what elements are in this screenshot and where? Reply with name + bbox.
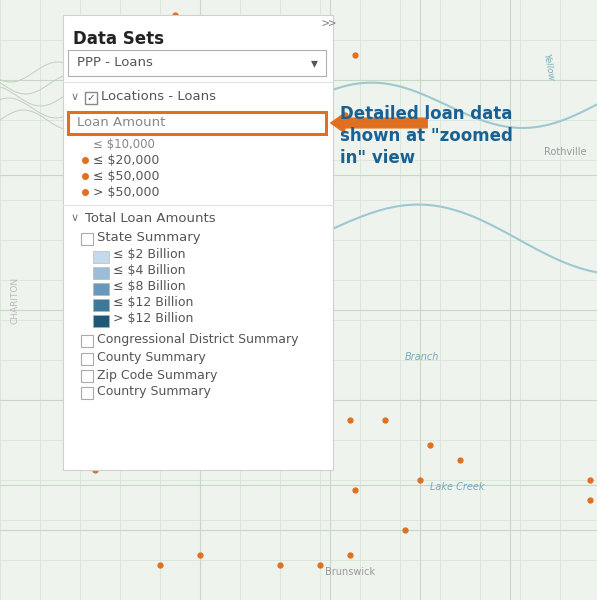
Text: ≤ $10,000: ≤ $10,000 [93,139,155,151]
Text: ∨: ∨ [71,92,79,102]
Text: ≤ $12 Billion: ≤ $12 Billion [113,296,193,310]
Text: in" view: in" view [340,149,415,167]
Text: >>: >> [322,18,337,31]
FancyBboxPatch shape [63,15,333,470]
FancyBboxPatch shape [81,370,93,382]
Text: ≤ $2 Billion: ≤ $2 Billion [113,248,186,262]
Text: Data Sets: Data Sets [73,30,164,48]
Text: > $12 Billion: > $12 Billion [113,313,193,325]
FancyBboxPatch shape [68,112,326,134]
Text: Branch: Branch [405,352,439,362]
Text: Country Summary: Country Summary [97,385,211,398]
Text: shown at "zoomed: shown at "zoomed [340,127,513,145]
FancyBboxPatch shape [93,315,109,327]
FancyBboxPatch shape [81,335,93,347]
FancyBboxPatch shape [85,92,97,104]
FancyBboxPatch shape [93,267,109,279]
Text: ▾: ▾ [311,56,318,70]
FancyBboxPatch shape [81,233,93,245]
Text: PPP - Loans: PPP - Loans [77,56,153,70]
Text: Yellow: Yellow [541,53,555,82]
Text: Congressional District Summary: Congressional District Summary [97,334,298,346]
FancyBboxPatch shape [81,387,93,399]
Text: Loan Amount: Loan Amount [77,116,165,130]
FancyBboxPatch shape [93,299,109,311]
Text: ✓: ✓ [86,93,95,103]
FancyBboxPatch shape [81,353,93,365]
Text: State Summary: State Summary [97,232,201,245]
FancyBboxPatch shape [93,251,109,263]
Text: ≤ $8 Billion: ≤ $8 Billion [113,280,186,293]
Text: S: S [80,232,87,242]
Text: ∨: ∨ [71,213,79,223]
Text: CHARITON: CHARITON [10,277,19,323]
Text: Total Loan Amounts: Total Loan Amounts [85,211,216,224]
Text: ≤ $20,000: ≤ $20,000 [93,154,159,166]
FancyBboxPatch shape [68,50,326,76]
FancyArrowPatch shape [331,113,427,133]
Text: Locations - Loans: Locations - Loans [101,91,216,103]
Text: ≤ $50,000: ≤ $50,000 [93,169,159,182]
Text: Brunswick: Brunswick [325,567,375,577]
FancyBboxPatch shape [93,283,109,295]
Text: Detailed loan data: Detailed loan data [340,105,512,123]
Text: ≤ $4 Billion: ≤ $4 Billion [113,265,186,277]
Text: Sun: Sun [82,207,102,217]
Text: Rothville: Rothville [544,147,586,157]
Text: > $50,000: > $50,000 [93,185,159,199]
Text: Lake Creek: Lake Creek [430,482,485,492]
Text: Zip Code Summary: Zip Code Summary [97,368,217,382]
Text: County Summary: County Summary [97,352,206,364]
